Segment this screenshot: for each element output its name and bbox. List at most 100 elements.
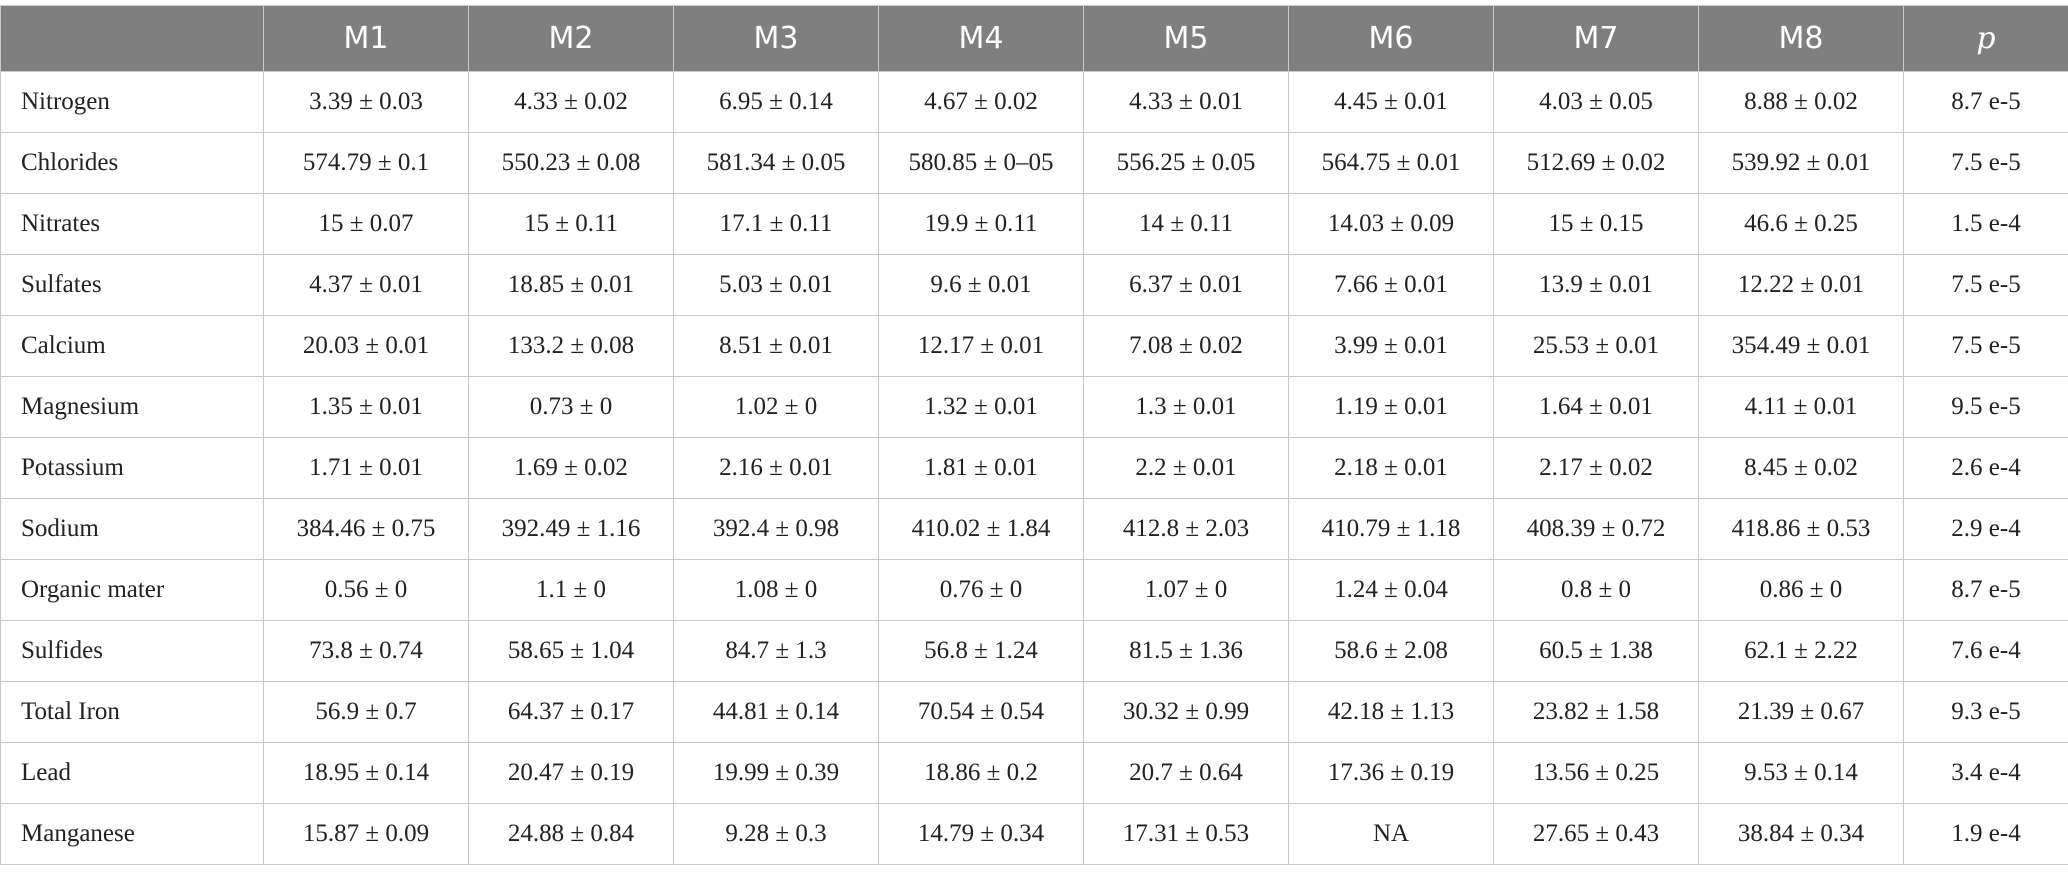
row-label: Chlorides <box>0 132 264 194</box>
value-cell: 1.81 ± 0.01 <box>878 437 1084 499</box>
value-cell: 18.85 ± 0.01 <box>468 254 674 316</box>
value-cell: 17.36 ± 0.19 <box>1288 742 1494 804</box>
value-cell: 20.7 ± 0.64 <box>1083 742 1289 804</box>
value-cell: 8.51 ± 0.01 <box>673 315 879 377</box>
value-cell: 5.03 ± 0.01 <box>673 254 879 316</box>
value-cell: 60.5 ± 1.38 <box>1493 620 1699 682</box>
header-cell-m6: M6 <box>1288 5 1494 72</box>
value-cell: 64.37 ± 0.17 <box>468 681 674 743</box>
value-cell: 4.33 ± 0.01 <box>1083 71 1289 133</box>
value-cell: 56.8 ± 1.24 <box>878 620 1084 682</box>
p-value-cell: 9.5 e-5 <box>1903 376 2068 438</box>
value-cell: 408.39 ± 0.72 <box>1493 498 1699 560</box>
row-label: Calcium <box>0 315 264 377</box>
value-cell: 4.67 ± 0.02 <box>878 71 1084 133</box>
p-value-cell: 8.7 e-5 <box>1903 559 2068 621</box>
value-cell: 14.03 ± 0.09 <box>1288 193 1494 255</box>
value-cell: 581.34 ± 0.05 <box>673 132 879 194</box>
table-row: Sulfates 4.37 ± 0.01 18.85 ± 0.01 5.03 ± 0.… <box>0 254 2068 316</box>
value-cell: 4.33 ± 0.02 <box>468 71 674 133</box>
value-cell: 14 ± 0.11 <box>1083 193 1289 255</box>
row-label: Total Iron <box>0 681 264 743</box>
value-cell: 418.86 ± 0.53 <box>1698 498 1904 560</box>
row-label: Sulfides <box>0 620 264 682</box>
value-cell: 14.79 ± 0.34 <box>878 803 1084 865</box>
value-cell: 574.79 ± 0.1 <box>263 132 469 194</box>
value-cell: 84.7 ± 1.3 <box>673 620 879 682</box>
value-cell: 70.54 ± 0.54 <box>878 681 1084 743</box>
value-cell: 4.03 ± 0.05 <box>1493 71 1699 133</box>
value-cell: 62.1 ± 2.22 <box>1698 620 1904 682</box>
value-cell: 1.19 ± 0.01 <box>1288 376 1494 438</box>
row-label: Manganese <box>0 803 264 865</box>
table-row: Potassium 1.71 ± 0.01 1.69 ± 0.02 2.16 ± 0.… <box>0 437 2068 499</box>
value-cell: 12.17 ± 0.01 <box>878 315 1084 377</box>
value-cell: 410.02 ± 1.84 <box>878 498 1084 560</box>
value-cell: 13.9 ± 0.01 <box>1493 254 1699 316</box>
value-cell: 9.53 ± 0.14 <box>1698 742 1904 804</box>
header-cell-m2: M2 <box>468 5 674 72</box>
data-table: M1 M2 M3 M4 M5 M6 M7 M8 p Nitrogen 3.39 ± 0.03 4.3… <box>0 5 2068 865</box>
p-value-cell: 3.4 e-4 <box>1903 742 2068 804</box>
table-header: M1 M2 M3 M4 M5 M6 M7 M8 p <box>0 5 2068 72</box>
value-cell: 412.8 ± 2.03 <box>1083 498 1289 560</box>
value-cell: 38.84 ± 0.34 <box>1698 803 1904 865</box>
value-cell: 44.81 ± 0.14 <box>673 681 879 743</box>
value-cell: 21.39 ± 0.67 <box>1698 681 1904 743</box>
value-cell: 392.49 ± 1.16 <box>468 498 674 560</box>
header-cell-empty <box>0 5 264 72</box>
value-cell: 0.8 ± 0 <box>1493 559 1699 621</box>
value-cell: 8.45 ± 0.02 <box>1698 437 1904 499</box>
value-cell: 24.88 ± 0.84 <box>468 803 674 865</box>
row-label: Potassium <box>0 437 264 499</box>
value-cell: 73.8 ± 0.74 <box>263 620 469 682</box>
value-cell: 1.32 ± 0.01 <box>878 376 1084 438</box>
value-cell: 354.49 ± 0.01 <box>1698 315 1904 377</box>
value-cell: 81.5 ± 1.36 <box>1083 620 1289 682</box>
value-cell: 6.37 ± 0.01 <box>1083 254 1289 316</box>
value-cell: 564.75 ± 0.01 <box>1288 132 1494 194</box>
value-cell: 58.6 ± 2.08 <box>1288 620 1494 682</box>
header-cell-m4: M4 <box>878 5 1084 72</box>
value-cell: 133.2 ± 0.08 <box>468 315 674 377</box>
value-cell: 4.11 ± 0.01 <box>1698 376 1904 438</box>
p-value-cell: 2.9 e-4 <box>1903 498 2068 560</box>
p-value-cell: 2.6 e-4 <box>1903 437 2068 499</box>
p-value-cell: 7.5 e-5 <box>1903 254 2068 316</box>
value-cell: 18.95 ± 0.14 <box>263 742 469 804</box>
header-row: M1 M2 M3 M4 M5 M6 M7 M8 p <box>0 5 2068 72</box>
p-value-cell: 7.5 e-5 <box>1903 132 2068 194</box>
table-row: Lead 18.95 ± 0.14 20.47 ± 0.19 19.99 ± 0.39… <box>0 742 2068 804</box>
row-label: Lead <box>0 742 264 804</box>
row-label: Nitrogen <box>0 71 264 133</box>
value-cell: 512.69 ± 0.02 <box>1493 132 1699 194</box>
value-cell: 384.46 ± 0.75 <box>263 498 469 560</box>
value-cell: 4.45 ± 0.01 <box>1288 71 1494 133</box>
row-label: Organic mater <box>0 559 264 621</box>
value-cell: 17.31 ± 0.53 <box>1083 803 1289 865</box>
value-cell: 9.28 ± 0.3 <box>673 803 879 865</box>
value-cell: 6.95 ± 0.14 <box>673 71 879 133</box>
value-cell: 8.88 ± 0.02 <box>1698 71 1904 133</box>
value-cell: 3.39 ± 0.03 <box>263 71 469 133</box>
value-cell: 0.73 ± 0 <box>468 376 674 438</box>
value-cell: 13.56 ± 0.25 <box>1493 742 1699 804</box>
value-cell: 539.92 ± 0.01 <box>1698 132 1904 194</box>
value-cell: 1.08 ± 0 <box>673 559 879 621</box>
table-row: Organic mater 0.56 ± 0 1.1 ± 0 1.08 ± 0 0.76… <box>0 559 2068 621</box>
value-cell: 1.3 ± 0.01 <box>1083 376 1289 438</box>
header-cell-m7: M7 <box>1493 5 1699 72</box>
value-cell: 392.4 ± 0.98 <box>673 498 879 560</box>
value-cell: 1.64 ± 0.01 <box>1493 376 1699 438</box>
value-cell: 1.24 ± 0.04 <box>1288 559 1494 621</box>
header-cell-m8: M8 <box>1698 5 1904 72</box>
value-cell: 2.16 ± 0.01 <box>673 437 879 499</box>
value-cell: 4.37 ± 0.01 <box>263 254 469 316</box>
value-cell: 1.35 ± 0.01 <box>263 376 469 438</box>
value-cell: 1.02 ± 0 <box>673 376 879 438</box>
value-cell: 3.99 ± 0.01 <box>1288 315 1494 377</box>
value-cell: 0.86 ± 0 <box>1698 559 1904 621</box>
value-cell: 410.79 ± 1.18 <box>1288 498 1494 560</box>
value-cell: 556.25 ± 0.05 <box>1083 132 1289 194</box>
value-cell: 20.03 ± 0.01 <box>263 315 469 377</box>
